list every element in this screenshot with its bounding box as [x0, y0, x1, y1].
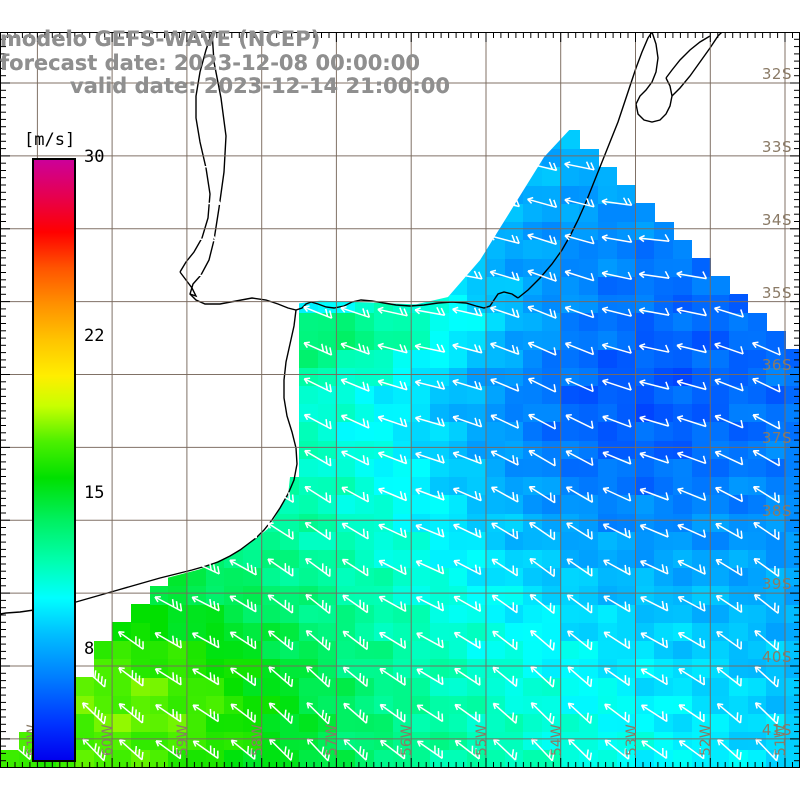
latitude-label: 33S	[761, 137, 792, 156]
latitude-label: 38S	[761, 502, 792, 521]
graticule	[0, 32, 800, 768]
bottom-tick-rail	[0, 758, 800, 768]
longitude-label: 55W	[473, 724, 490, 756]
wind-barbs	[6, 49, 781, 762]
colorbar-tick-label: 15	[84, 482, 105, 503]
colorbar-tick-label: 22	[84, 325, 105, 346]
longitude-label: 51W	[773, 724, 790, 756]
latitude-label: 41S	[761, 720, 792, 739]
longitude-label: 54W	[548, 724, 565, 756]
latitude-label: 37S	[761, 429, 792, 448]
colorbar-gradient	[32, 158, 76, 762]
latitude-label: 35S	[761, 283, 792, 302]
colorbar-tick-label: 8	[84, 639, 95, 660]
latitude-label: 40S	[761, 647, 792, 666]
longitude-label: 57W	[324, 724, 341, 756]
colorbar-tick-label: 30	[84, 147, 105, 167]
longitude-label: 53W	[623, 724, 640, 756]
left-tick-rail	[0, 32, 10, 768]
longitude-label: 56W	[399, 724, 416, 756]
longitude-label: 60W	[100, 724, 117, 756]
right-tick-rail	[790, 32, 800, 768]
latitude-label: 34S	[761, 210, 792, 229]
longitude-label: 59W	[174, 724, 191, 756]
colorbar-unit-label: [m/s]	[24, 130, 76, 150]
top-tick-rail	[0, 32, 800, 42]
longitude-label: 58W	[249, 724, 266, 756]
latitude-label: 36S	[761, 356, 792, 375]
colorbar[interactable]	[32, 158, 76, 762]
latitude-label: 39S	[761, 575, 792, 594]
longitude-label: 52W	[698, 724, 715, 756]
latitude-label: 32S	[761, 65, 792, 83]
